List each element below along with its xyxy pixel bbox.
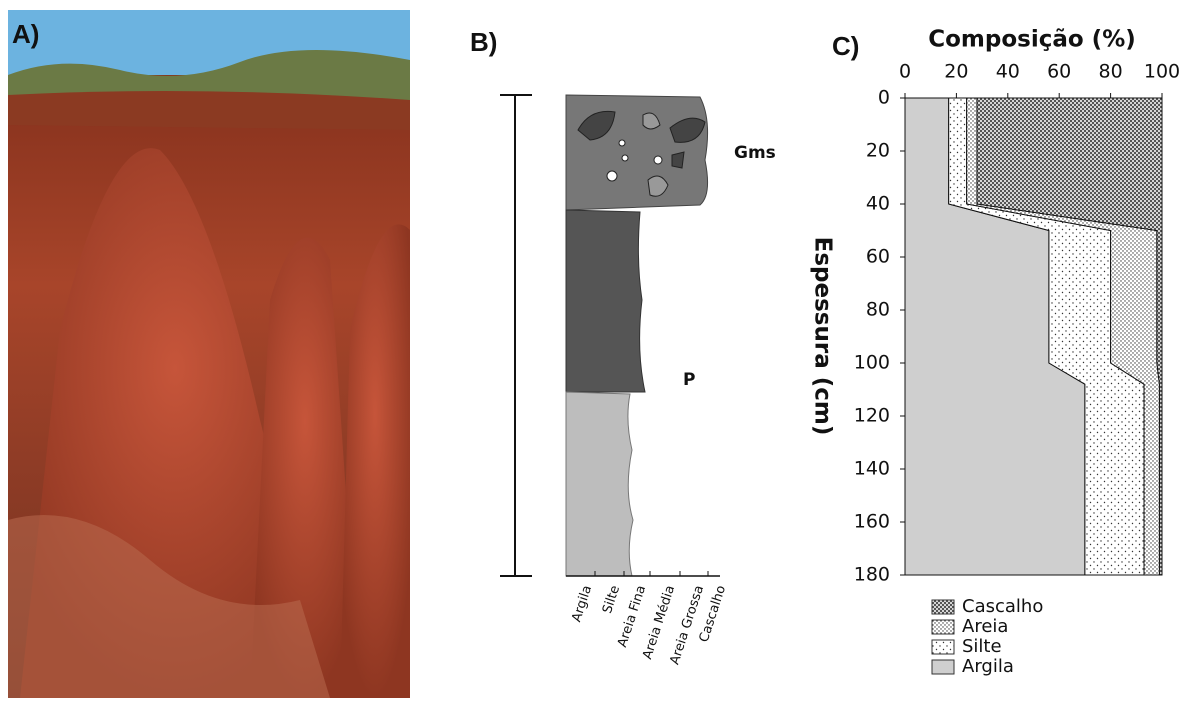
y-tick-label: 120 (854, 405, 890, 427)
y-tick-label: 0 (878, 87, 890, 109)
unit-gms (565, 94, 709, 211)
x-tick-label: 20 (944, 61, 968, 83)
legend-label: Argila (962, 656, 1014, 677)
y-tick-label: 20 (866, 140, 890, 162)
photo (8, 10, 410, 698)
legend-swatch (931, 659, 955, 675)
x-tick-label: 40 (996, 61, 1020, 83)
legend-swatch (931, 619, 955, 635)
y-tick-label: 60 (866, 246, 890, 268)
plot: 0 20 40 60 80 100 0 20 40 60 80 100 120 140 160 180 Casc… (854, 61, 1180, 678)
x-tick-label: 60 (1047, 61, 1071, 83)
legend-swatch (931, 599, 955, 615)
legend-label: Cascalho (962, 596, 1043, 617)
y-tick-label: 40 (866, 193, 890, 215)
clasts (577, 110, 706, 197)
y-tick-label: 180 (854, 564, 890, 586)
area (976, 97, 1163, 576)
y-tick-label: 140 (854, 458, 890, 480)
legend-label: Silte (962, 636, 1002, 657)
y-tick-label: 160 (854, 511, 890, 533)
legend-swatch (931, 639, 955, 655)
y-tick-label: 100 (854, 352, 890, 374)
facies-label: Gms (734, 143, 776, 163)
legend-label: Areia (962, 616, 1008, 637)
y-axis-label: Espessura (cm) (810, 237, 836, 436)
y-tick-label: 80 (866, 299, 890, 321)
grain-label: Argila (569, 584, 595, 624)
panel-label: A) (12, 19, 39, 49)
unit-lower (565, 391, 634, 577)
panel-label: B) (470, 27, 497, 57)
scale-bar (500, 94, 532, 577)
chart-title: Composição (%) (928, 27, 1136, 53)
facies-label: P (683, 370, 695, 390)
grain-label: Silte (600, 584, 623, 616)
x-tick-label: 80 (1099, 61, 1123, 83)
panel-label: C) (832, 31, 859, 61)
x-tick-label: 100 (1144, 61, 1180, 83)
unit-p (565, 209, 646, 393)
x-tick-label: 0 (899, 61, 911, 83)
